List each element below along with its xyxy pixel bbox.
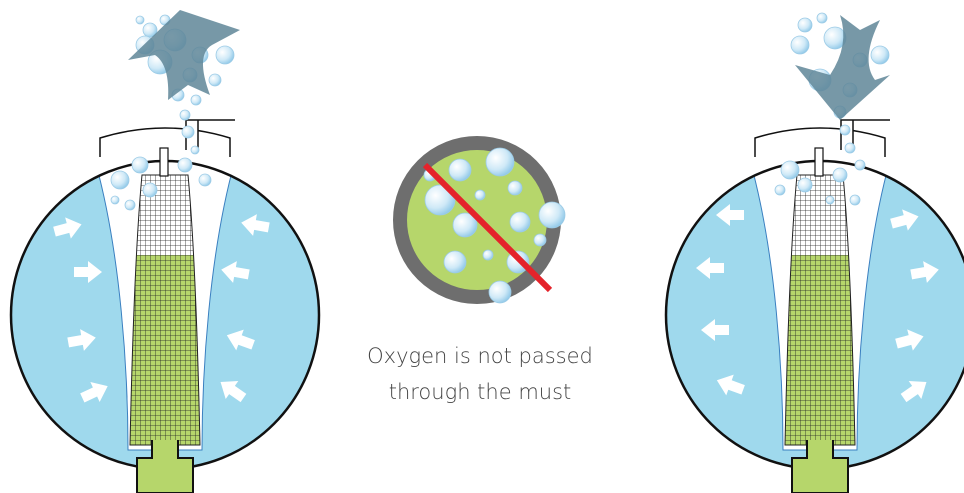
press-right	[666, 120, 964, 493]
air-in-arrow	[795, 15, 890, 120]
caption: Oxygen is not passed through the must	[330, 338, 630, 410]
bubbles-right	[774, 12, 890, 206]
air-out-arrow	[128, 10, 240, 100]
press-left	[11, 120, 319, 493]
no-oxygen-icon	[393, 136, 566, 304]
caption-line: Oxygen is not passed	[367, 344, 593, 368]
caption-line: through the must	[388, 380, 572, 404]
